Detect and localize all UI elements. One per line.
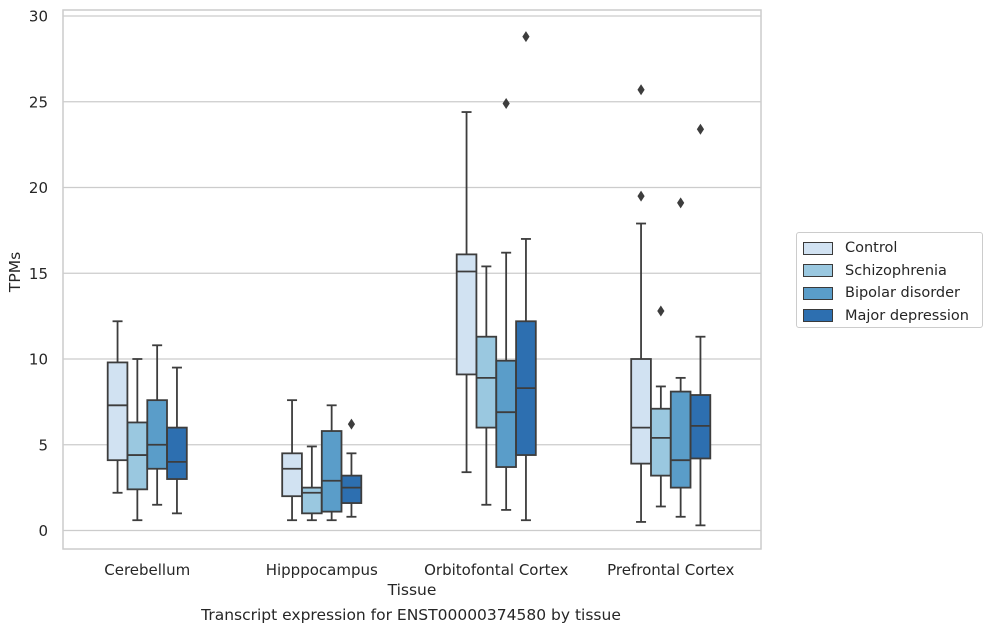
legend-item: Control [803,237,982,260]
plot-frame [62,9,762,550]
box-major-depression [689,123,712,527]
legend-label: Bipolar disorder [845,285,960,302]
box-iqr [340,474,363,504]
legend-label: Schizophrenia [845,262,947,279]
figure-caption: Transcript expression for ENST0000037458… [201,606,621,624]
legend-swatch [803,286,833,300]
y-tick-label: 25 [29,93,48,111]
box-bipolar-disorder [669,197,692,518]
box-iqr [495,359,517,468]
y-tick-label: 5 [38,436,48,454]
box-iqr [669,390,692,489]
box-iqr [650,407,672,477]
box-control [630,84,652,523]
x-tick-label: Orbitofontal Cortex [424,561,568,579]
box-iqr [166,426,188,480]
legend-item: Bipolar disorder [803,282,982,305]
outlier-point [677,197,685,209]
box-major-depression [166,366,188,515]
box-iqr [301,486,323,515]
box-iqr [455,253,478,376]
x-axis-label: Tissue [387,581,437,599]
y-tick-label: 30 [29,8,48,26]
box-iqr [320,430,343,513]
box-schizophrenia [126,358,149,522]
outlier-point [347,418,356,430]
box-bipolar-disorder [146,344,168,506]
box-control [281,399,303,522]
box-bipolar-disorder [320,404,343,522]
axes: 0 5 10 15 20 25 30 Cerebellum Hipppocampus Orbito… [29,8,735,580]
legend-swatch [803,309,833,323]
legend: Control Schizophrenia Bipolar disorder Majo… [796,232,983,328]
box-iqr [281,452,303,498]
outlier-point [502,97,510,109]
box-schizophrenia [475,265,498,506]
y-tick-label: 0 [38,522,48,540]
outlier-point [637,84,645,96]
box-iqr [475,335,498,429]
x-tick-label: Hipppocampus [266,561,378,579]
legend-swatch [803,264,833,278]
outlier-point [637,190,645,202]
box-major-depression [515,31,537,522]
legend-swatch [803,241,833,255]
y-tick-label: 10 [29,351,48,369]
outlier-point [657,305,665,317]
legend-item: Major depression [803,305,982,328]
legend-label: Major depression [845,307,969,324]
box-iqr [146,399,168,470]
box-bipolar-disorder [495,97,517,511]
box-iqr [106,361,129,462]
box-control [106,320,129,494]
x-tick-label: Cerebellum [104,561,190,579]
box-control [455,111,478,474]
outlier-point [696,123,705,135]
y-tick-label: 20 [29,179,48,197]
legend-label: Control [845,240,898,257]
y-tick-label: 15 [29,265,48,283]
outlier-point [522,31,530,43]
x-tick-label: Prefrontal Cortex [607,561,734,579]
box-schizophrenia [301,445,323,522]
y-axis-label: TPMs [6,252,24,293]
box-schizophrenia [650,305,672,508]
box-iqr [630,358,652,465]
legend-item: Schizophrenia [803,260,982,283]
box-series [106,31,712,527]
box-major-depression [340,418,363,518]
